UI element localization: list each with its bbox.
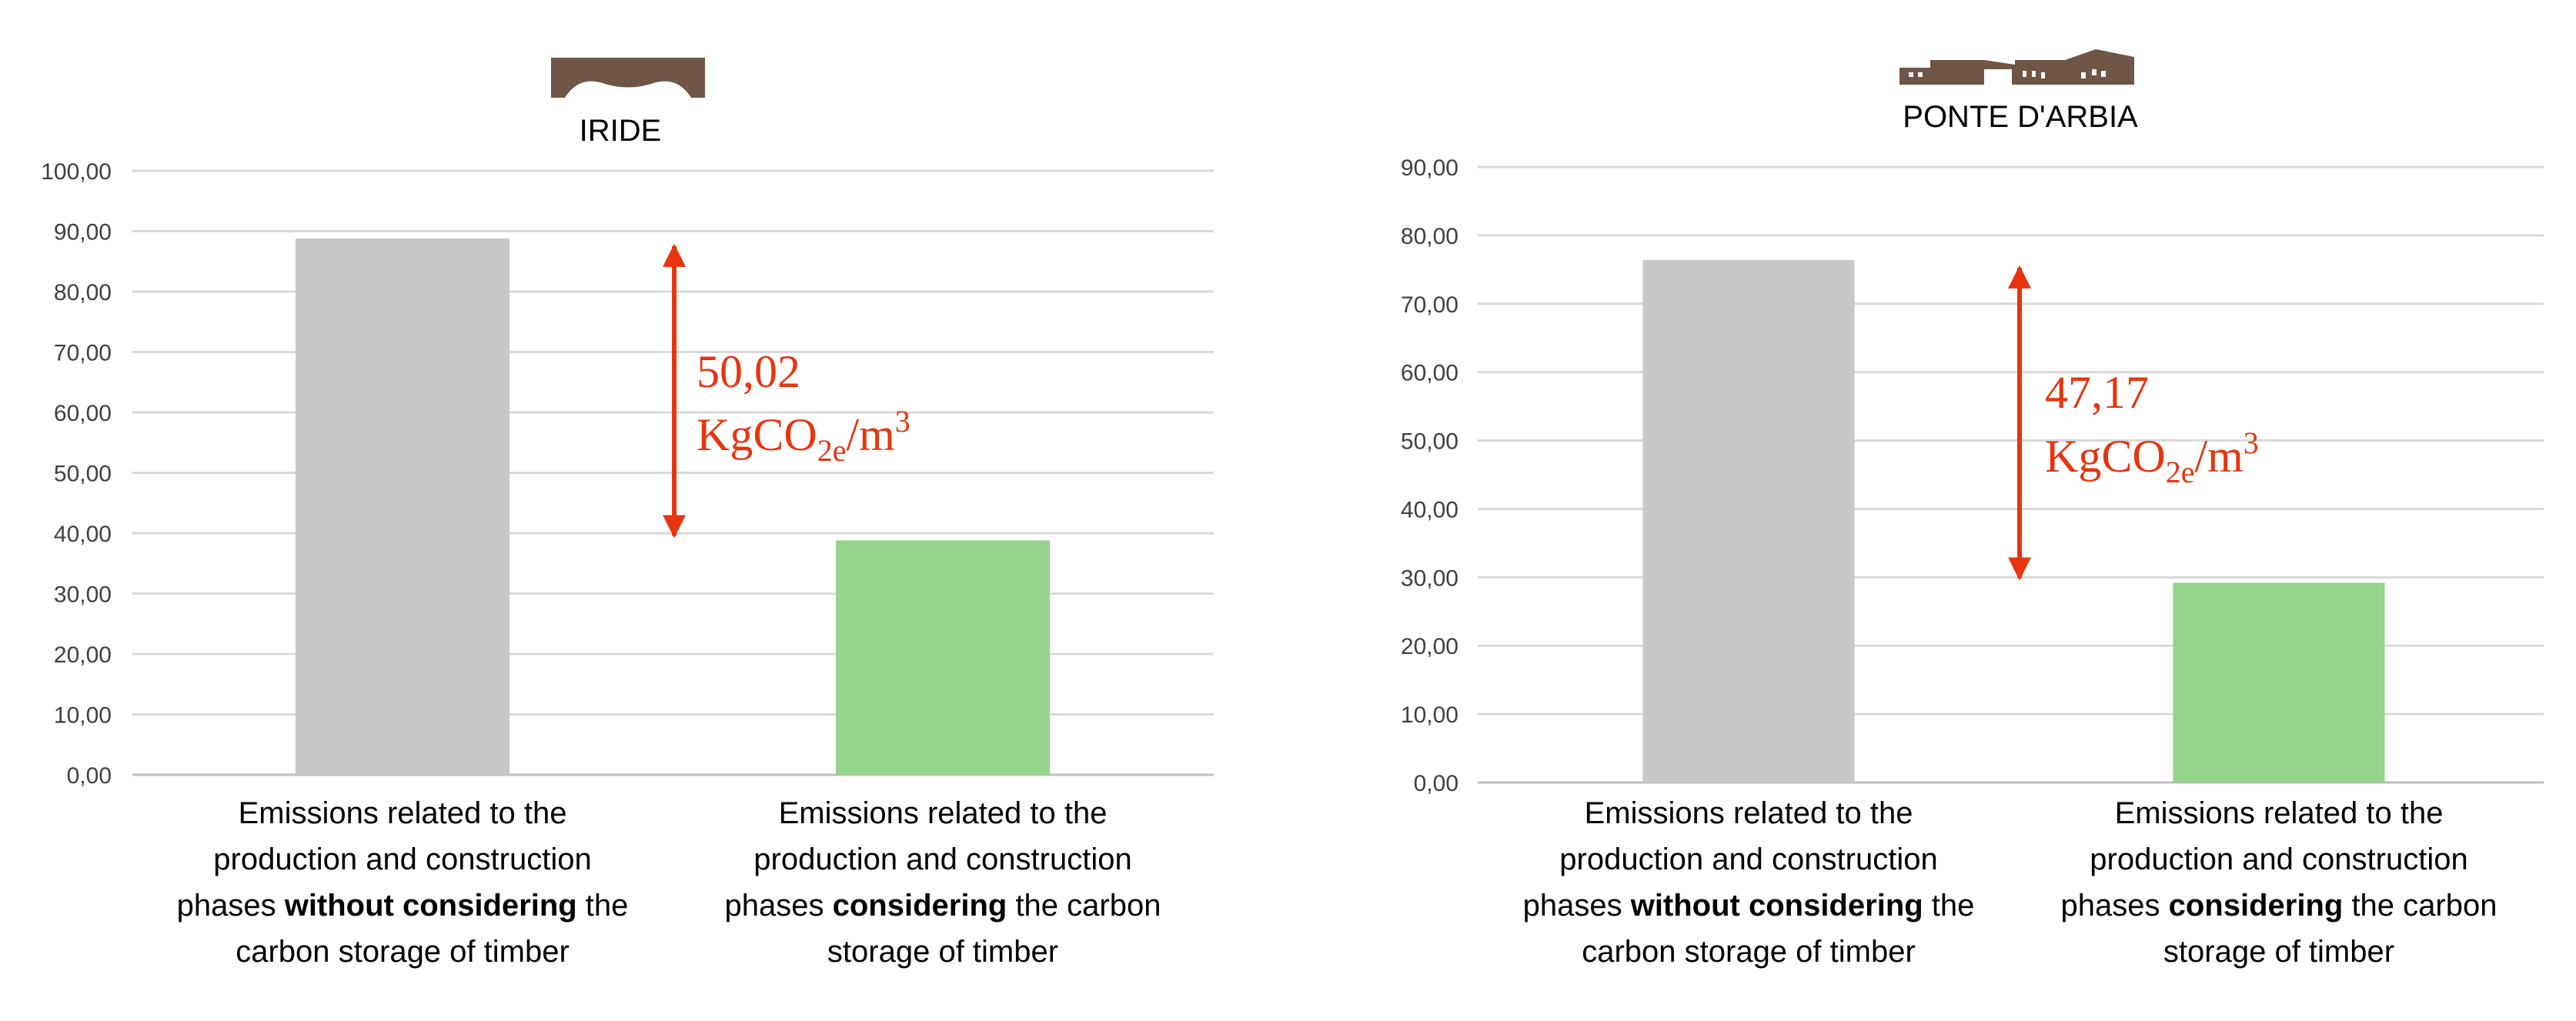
- bar: [296, 238, 510, 775]
- bar: [836, 540, 1050, 775]
- difference-value: 47,17: [2045, 367, 2149, 418]
- category-labels: Emissions related to the production and c…: [1523, 796, 2497, 969]
- category-label: Emissions related to the production and c…: [1523, 796, 1975, 969]
- chart-title: PONTE D'ARBIA: [1903, 100, 2138, 134]
- y-tick-label: 10,00: [54, 703, 112, 729]
- bars: [296, 238, 1050, 775]
- y-tick-label: 20,00: [54, 642, 112, 668]
- y-tick-label: 10,00: [1401, 702, 1458, 728]
- y-tick-label: 50,00: [54, 462, 112, 487]
- y-tick-label: 90,00: [1401, 155, 1458, 181]
- difference-unit: KgCO2e/m3: [2045, 425, 2259, 489]
- y-tick-label: 60,00: [54, 401, 112, 426]
- y-tick-label: 60,00: [1401, 361, 1458, 386]
- y-tick-label: 30,00: [54, 582, 112, 608]
- y-tick-label: 70,00: [1401, 292, 1458, 318]
- building-silhouette-icon: [551, 58, 705, 98]
- y-tick-label: 0,00: [67, 763, 112, 789]
- y-tick-label: 80,00: [54, 280, 112, 305]
- bar: [2173, 582, 2385, 782]
- y-tick-label: 90,00: [54, 220, 112, 245]
- chart-title: IRIDE: [580, 114, 662, 148]
- y-axis-tick-labels: 0,00 10,00 20,00 30,00 40,00 50,00 60,00 70,00 8…: [41, 159, 112, 789]
- y-tick-label: 100,00: [41, 159, 112, 185]
- category-label: Emissions related to the production and c…: [177, 796, 629, 969]
- bars: [1642, 259, 2385, 782]
- y-tick-label: 30,00: [1401, 566, 1458, 591]
- chart-iride: IRIDE 0,00 10,00 20,00 30,00 40,00 50,00 60,00…: [41, 58, 1214, 969]
- bar: [1642, 259, 1855, 782]
- category-labels: Emissions related to the production and c…: [177, 796, 1161, 969]
- y-tick-label: 20,00: [1401, 634, 1458, 659]
- difference-unit: KgCO2e/m3: [697, 404, 910, 468]
- y-tick-label: 40,00: [54, 522, 112, 547]
- long-building-icon: [1899, 49, 2134, 85]
- category-label: Emissions related to the production and c…: [725, 796, 1161, 969]
- y-tick-label: 0,00: [1414, 771, 1458, 796]
- y-axis-tick-labels: 0,00 10,00 20,00 30,00 40,00 50,00 60,00 70,00 8…: [1401, 155, 1458, 796]
- difference-annotation: 50,02 KgCO2e/m3: [663, 243, 910, 539]
- y-tick-label: 40,00: [1401, 497, 1458, 522]
- y-tick-label: 80,00: [1401, 224, 1458, 249]
- y-tick-label: 50,00: [1401, 429, 1458, 455]
- difference-annotation: 47,17 KgCO2e/m3: [2008, 265, 2259, 581]
- category-label: Emissions related to the production and c…: [2061, 796, 2497, 969]
- difference-value: 50,02: [697, 346, 800, 397]
- y-tick-label: 70,00: [54, 341, 112, 366]
- chart-ponte-darbia: PONTE D'ARBIA 0,00 10,00 20,00 30,00 40,00 50…: [1401, 49, 2544, 969]
